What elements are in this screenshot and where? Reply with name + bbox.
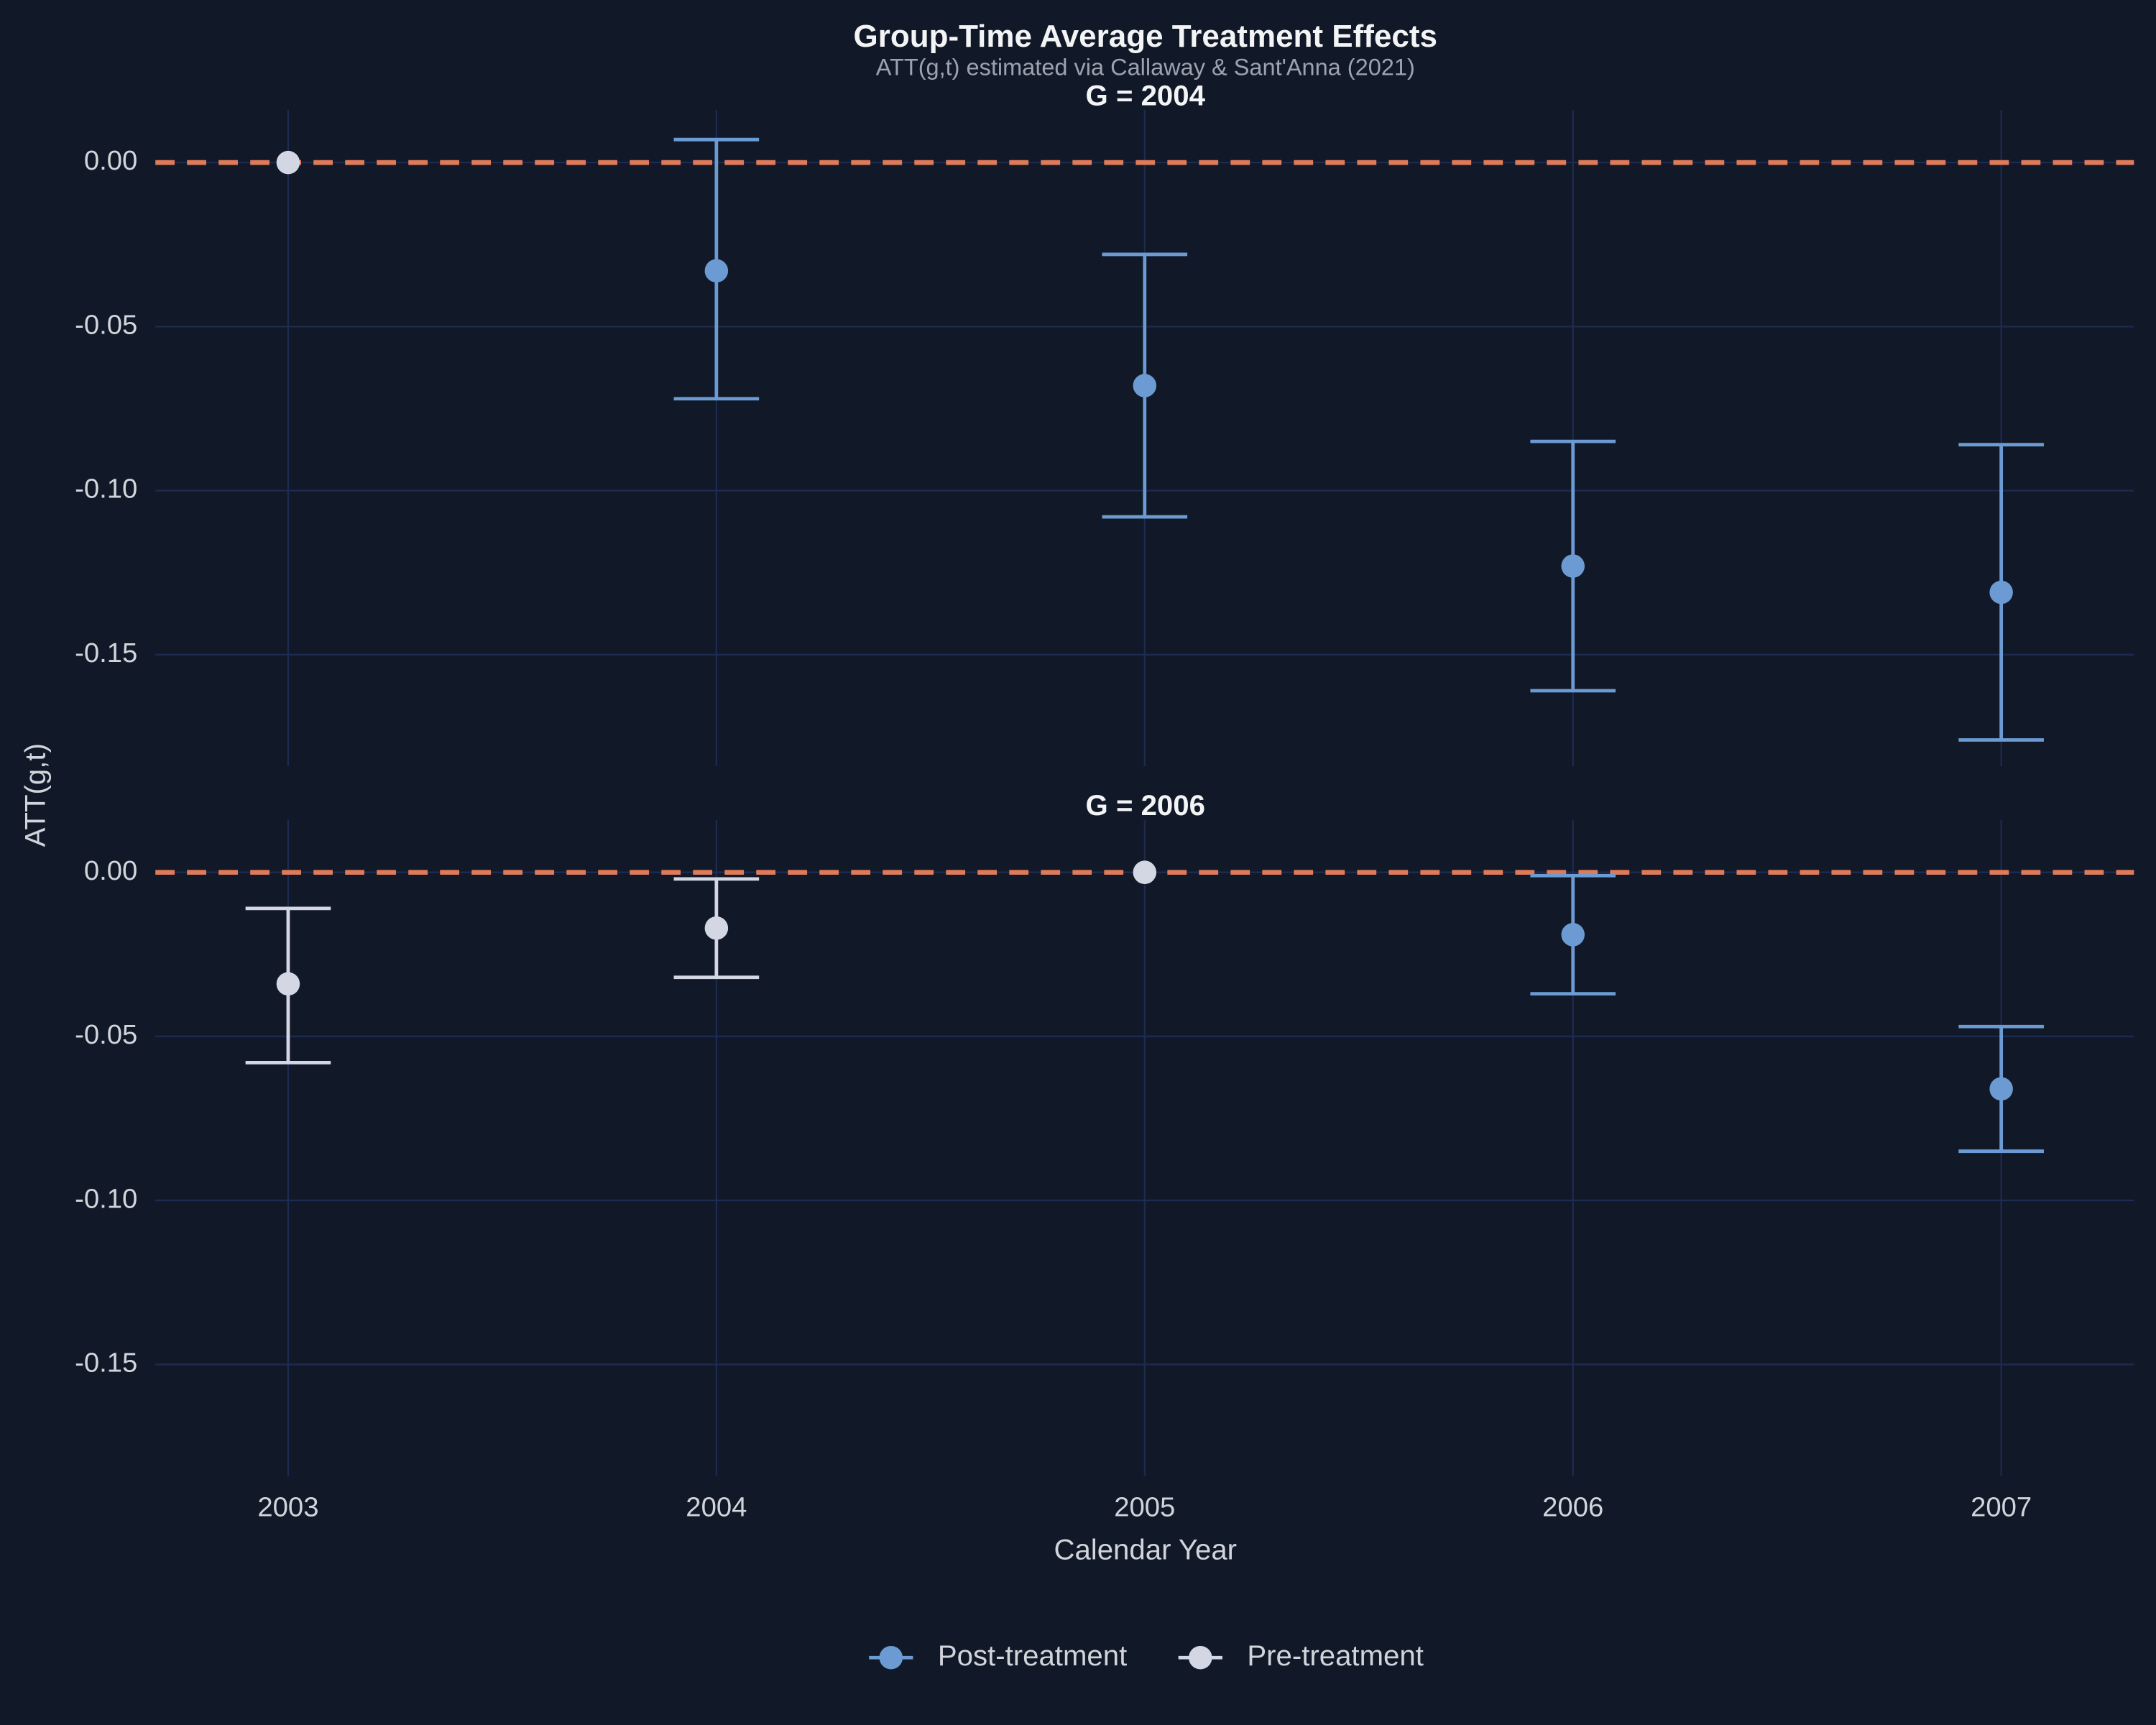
x-tick-label: 2007 — [1971, 1492, 2032, 1523]
x-axis-label: Calendar Year — [1054, 1533, 1237, 1565]
y-tick-label: 0.00 — [84, 855, 137, 886]
point — [704, 916, 729, 940]
point — [1133, 860, 1157, 884]
chart-title: Group-Time Average Treatment Effects — [854, 19, 1437, 54]
point — [1561, 554, 1585, 578]
facet-title: G = 2006 — [1086, 789, 1205, 822]
legend-label: Pre-treatment — [1247, 1639, 1424, 1672]
legend-label: Post-treatment — [938, 1639, 1127, 1672]
facet-title: G = 2004 — [1086, 79, 1206, 111]
point — [1133, 374, 1157, 397]
point — [704, 259, 729, 283]
y-tick-label: -0.15 — [75, 1347, 137, 1378]
point — [276, 972, 300, 996]
point — [1561, 923, 1585, 947]
legend-marker — [1189, 1645, 1212, 1670]
chart-subtitle: ATT(g,t) estimated via Callaway & Sant'A… — [876, 54, 1415, 80]
point — [276, 150, 300, 175]
x-tick-label: 2003 — [257, 1492, 318, 1523]
y-axis-label: ATT(g,t) — [19, 743, 51, 847]
x-tick-label: 2004 — [686, 1492, 747, 1523]
point — [1989, 1077, 2013, 1101]
y-tick-label: -0.05 — [75, 1019, 137, 1050]
y-tick-label: -0.15 — [75, 638, 137, 668]
y-tick-label: -0.10 — [75, 1183, 137, 1214]
y-tick-label: -0.10 — [75, 474, 137, 505]
y-tick-label: 0.00 — [84, 145, 137, 176]
x-tick-label: 2006 — [1542, 1492, 1603, 1523]
legend-marker — [879, 1645, 903, 1670]
x-tick-label: 2005 — [1114, 1492, 1175, 1523]
y-tick-label: -0.05 — [75, 309, 137, 340]
point — [1989, 580, 2013, 604]
